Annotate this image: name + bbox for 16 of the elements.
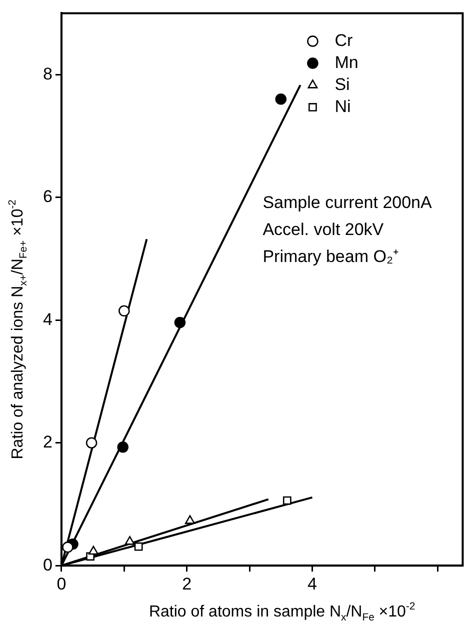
legend-label: Ni — [334, 96, 351, 116]
y-tick-label: 0 — [42, 555, 52, 574]
x-tick-label: 4 — [308, 574, 317, 594]
legend-label: Si — [334, 74, 350, 94]
annotation: Sample current 200nA — [262, 192, 433, 212]
annotation: Accel. volt 20kV — [262, 220, 384, 239]
legend-label: Cr — [334, 30, 353, 50]
x-tick-label: 2 — [182, 574, 192, 594]
legend-label: Mn — [334, 52, 358, 72]
y-tick-label: 8 — [42, 64, 52, 84]
x-tick-label: 0 — [56, 574, 66, 594]
y-tick-label: 6 — [42, 187, 52, 206]
y-tick-label: 2 — [42, 432, 52, 452]
y-tick-label: 4 — [42, 310, 52, 329]
y-axis-title: Ratio of analyzed ions Nx+/NFe+ ×10-2 — [7, 199, 30, 460]
annotation: Primary beam O₂⁺ — [262, 246, 400, 266]
